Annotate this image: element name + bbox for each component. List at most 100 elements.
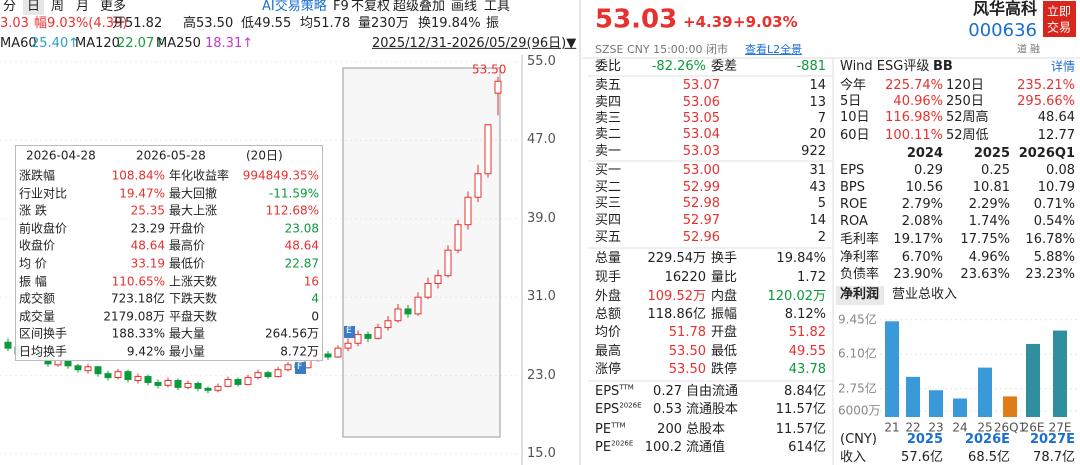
trade-button[interactable]: 交易 — [1047, 20, 1072, 35]
tab[interactable]: 净利润 — [840, 286, 880, 302]
book-label: 现手 — [595, 269, 622, 285]
x-tick-label: 26E — [1021, 420, 1045, 435]
period-tab[interactable]: 周 — [51, 0, 65, 14]
book-label: 买五 — [595, 229, 622, 245]
candle-body — [364, 333, 372, 339]
label: 8.84亿 — [784, 383, 826, 399]
candle-body — [224, 379, 232, 387]
quote-item: 开51.82 — [112, 15, 163, 31]
label: 跌停 — [711, 361, 738, 377]
label: 2024 — [906, 145, 943, 161]
label: 最大量 — [169, 326, 206, 341]
label: 48.64 — [130, 238, 165, 253]
event-marker-label: E — [346, 326, 352, 337]
book-label: 买四 — [595, 212, 622, 228]
label: 110.65% — [111, 274, 165, 288]
label: 最低价 — [169, 256, 206, 271]
label: 16.78% — [1025, 231, 1075, 247]
book-label: 委比 — [595, 58, 622, 74]
quote-item: 量230万 — [358, 15, 409, 31]
book-label: 卖一 — [595, 143, 622, 159]
ma-value: 25.40↑ — [31, 35, 80, 51]
label: 49.55 — [788, 343, 826, 359]
label: -82.26% — [651, 58, 706, 74]
l2-link[interactable]: 查看L2全景 — [745, 42, 803, 56]
bar — [1003, 396, 1017, 417]
candle-body — [144, 376, 152, 383]
period-tab[interactable]: 日 — [27, 0, 41, 14]
candle-body — [84, 366, 92, 372]
bar — [978, 367, 992, 417]
label: 区间换手 — [19, 326, 68, 341]
label: 涨跌幅 — [19, 168, 56, 183]
tool-button[interactable]: 画线 — [451, 0, 478, 14]
period-tab[interactable]: 月 — [76, 0, 90, 14]
book-label: 卖五 — [595, 77, 622, 93]
label: 295.66% — [1017, 93, 1075, 109]
label: 120.02万 — [767, 288, 827, 304]
label: 14 — [809, 212, 826, 228]
label: 53.50 — [668, 343, 706, 359]
label: 994849.35% — [242, 168, 319, 183]
quote-item: 均51.78 — [300, 15, 351, 31]
tool-button[interactable]: 工具 — [484, 0, 511, 14]
book-label: EPSTTM — [595, 383, 634, 400]
candle-body — [464, 196, 472, 226]
label: 2026Q1 — [1018, 145, 1075, 161]
label: 48.64 — [284, 238, 319, 253]
label: 68.5亿 — [968, 449, 1010, 465]
label[interactable]: 详情 — [1050, 59, 1075, 74]
active-tab-bg — [23, 0, 44, 15]
label: 最高价 — [169, 238, 206, 253]
x-tick-label: 26Q1 — [993, 420, 1027, 435]
period-tab[interactable]: 更多 — [100, 0, 127, 14]
label: 振幅 — [711, 306, 738, 322]
y-tick-label: 6.10亿 — [838, 346, 877, 361]
label-sup: TTM — [619, 383, 634, 392]
label: 0.71% — [1033, 196, 1075, 212]
label: 10.56 — [905, 179, 943, 195]
tool-button[interactable]: 不复权 — [351, 0, 391, 14]
label: 235.21% — [1017, 77, 1075, 93]
range-end: 2026-05-28 — [136, 148, 206, 163]
label: 2027E — [1029, 431, 1075, 447]
tab[interactable]: 营业总收入 — [892, 286, 958, 302]
label: 7 — [817, 110, 826, 126]
candle-body — [154, 381, 162, 386]
label: 52.98 — [682, 195, 720, 211]
badge: 融 — [1030, 44, 1040, 56]
label: 23.23% — [1025, 266, 1075, 282]
label-sup: TTM — [611, 421, 626, 430]
label: 118.86亿 — [647, 306, 707, 322]
x-tick-label: 24 — [952, 420, 968, 435]
label: 今年 — [840, 77, 867, 93]
label: BPS — [840, 179, 866, 195]
x-tick-label: 23 — [928, 420, 944, 435]
label: 22.87 — [284, 256, 319, 271]
period-tab[interactable]: 分 — [3, 0, 17, 14]
tool-button[interactable]: AI交易策略 — [262, 0, 327, 14]
x-tick-label: 21 — [884, 420, 900, 435]
label: 100.11% — [885, 127, 943, 143]
book-label: 卖二 — [595, 126, 622, 142]
book-label: 买三 — [595, 195, 622, 211]
range-stats-panel: 2026-04-28 2026-05-28 (20日) 涨跌幅 108.84% 年化收益率… — [15, 145, 323, 361]
label: 9.42% — [126, 344, 165, 359]
label: 收入 — [840, 449, 867, 465]
x-tick-label: 22 — [905, 420, 921, 435]
tool-button[interactable]: 超级叠加 — [393, 0, 446, 14]
trade-button[interactable]: 立即 — [1047, 4, 1072, 19]
tool-button[interactable]: F9 — [333, 0, 349, 14]
label: 2179.08万 — [103, 309, 165, 324]
label: 10.79 — [1037, 179, 1075, 195]
label: 225.74% — [885, 77, 943, 93]
book-label: 最高 — [595, 343, 622, 359]
ma-name: MA120 — [75, 35, 120, 51]
label: 53.06 — [682, 94, 720, 110]
candle-body — [254, 372, 262, 379]
label: 流通值 — [686, 439, 726, 455]
date-range[interactable]: 2025/12/31-2026/05/29(96日)▼ — [372, 35, 577, 51]
label: 57.6亿 — [901, 449, 943, 465]
label: 2 — [817, 229, 826, 245]
label: Wind ESG评级 — [840, 58, 930, 74]
